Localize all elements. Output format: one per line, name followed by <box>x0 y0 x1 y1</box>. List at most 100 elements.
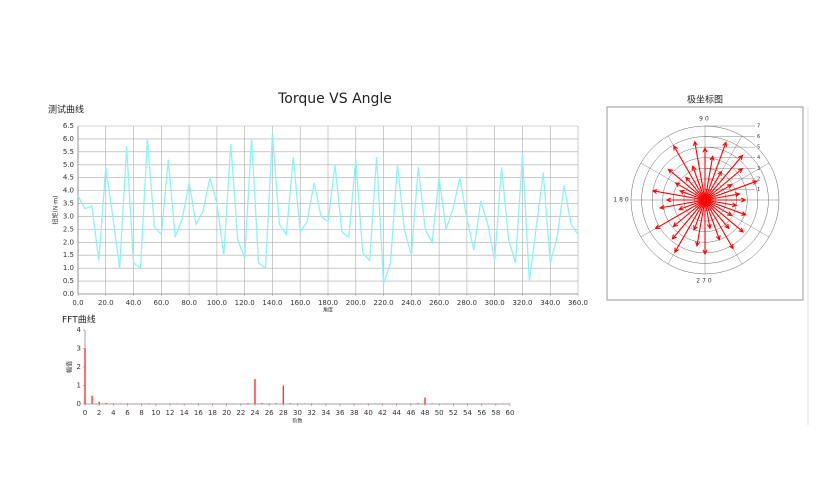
x-tick-label: 4 <box>111 409 116 417</box>
r-tick-label: 4 <box>757 155 760 161</box>
x-tick-label: 240.0 <box>401 299 421 307</box>
x-tick-label: 260.0 <box>429 299 449 307</box>
y-axis-label: 幅值 <box>66 361 74 373</box>
x-tick-label: 0 <box>83 409 87 417</box>
chart-title: 极坐标图 <box>687 94 723 106</box>
x-tick-label: 200.0 <box>346 299 366 307</box>
x-tick-label: 36 <box>336 409 345 417</box>
page-title: Torque VS Angle <box>277 91 392 107</box>
x-tick-label: 52 <box>449 409 458 417</box>
x-tick-label: 360.0 <box>568 299 588 307</box>
y-tick-label: 2 <box>77 363 81 371</box>
bar <box>254 379 255 404</box>
x-axis-label: 阶数 <box>292 418 302 425</box>
y-tick-label: 5.5 <box>63 148 74 156</box>
bar <box>283 386 284 405</box>
x-tick-label: 54 <box>463 409 472 417</box>
x-tick-label: 60 <box>506 409 515 417</box>
x-tick-label: 24 <box>251 409 260 417</box>
r-tick-label: 2 <box>757 176 760 182</box>
y-tick-label: 6.5 <box>63 122 74 130</box>
y-tick-label: 6.0 <box>63 135 74 143</box>
y-tick-label: 0 <box>77 400 81 408</box>
y-tick-label: 1 <box>77 382 81 390</box>
x-tick-label: 300.0 <box>485 299 505 307</box>
x-tick-label: 44 <box>392 409 401 417</box>
x-tick-label: 48 <box>421 409 430 417</box>
x-tick-label: 120.0 <box>235 299 255 307</box>
bar <box>127 403 128 404</box>
r-tick-label: 3 <box>757 166 760 172</box>
bar <box>98 402 99 404</box>
x-tick-label: 46 <box>406 409 415 417</box>
bar <box>169 403 170 404</box>
x-tick-label: 16 <box>194 409 203 417</box>
angle-tick-label: 180 <box>613 197 630 204</box>
x-tick-label: 0.0 <box>72 299 83 307</box>
bar <box>113 403 114 404</box>
y-tick-label: 1.5 <box>63 251 74 259</box>
x-tick-label: 320.0 <box>512 299 532 307</box>
chart-title: 测试曲线 <box>48 104 84 116</box>
bar <box>311 403 312 404</box>
x-tick-label: 30 <box>293 409 302 417</box>
y-tick-label: 5.0 <box>63 161 74 169</box>
bar <box>276 403 277 404</box>
bar <box>431 403 432 404</box>
x-tick-label: 40.0 <box>126 299 142 307</box>
x-tick-label: 38 <box>350 409 359 417</box>
bar <box>247 403 248 404</box>
x-tick-label: 32 <box>307 409 316 417</box>
bar <box>261 403 262 404</box>
angle-tick-label: 270 <box>696 278 713 285</box>
x-tick-label: 58 <box>491 409 500 417</box>
x-tick-label: 34 <box>321 409 330 417</box>
x-tick-label: 22 <box>236 409 245 417</box>
x-tick-label: 42 <box>378 409 387 417</box>
bar <box>417 403 418 404</box>
bar <box>148 403 149 404</box>
bar <box>91 396 92 404</box>
x-tick-label: 100.0 <box>207 299 227 307</box>
y-tick-label: 4.5 <box>63 174 74 182</box>
y-tick-label: 4.0 <box>63 187 74 195</box>
bar <box>198 403 199 404</box>
x-tick-label: 8 <box>139 409 143 417</box>
x-tick-label: 180.0 <box>318 299 338 307</box>
x-tick-label: 14 <box>180 409 189 417</box>
y-tick-label: 4 <box>77 326 82 334</box>
y-tick-label: 2.0 <box>63 238 74 246</box>
x-tick-label: 280.0 <box>457 299 477 307</box>
x-tick-label: 20.0 <box>98 299 114 307</box>
x-tick-label: 340.0 <box>540 299 560 307</box>
bar <box>106 403 107 404</box>
r-tick-label: 7 <box>757 124 760 130</box>
y-axis-label: 扭矩(N·m) <box>52 196 60 225</box>
chart-title: FFT曲线 <box>62 314 96 326</box>
x-tick-label: 2 <box>97 409 101 417</box>
angle-tick-label: 90 <box>699 116 711 123</box>
x-tick-label: 60.0 <box>154 299 170 307</box>
x-tick-label: 140.0 <box>262 299 282 307</box>
x-tick-label: 40 <box>364 409 373 417</box>
x-tick-label: 18 <box>208 409 217 417</box>
x-tick-label: 56 <box>477 409 486 417</box>
x-tick-label: 10 <box>151 409 160 417</box>
y-tick-label: 1.0 <box>63 264 74 272</box>
y-tick-label: 3.0 <box>63 212 74 220</box>
x-tick-label: 80.0 <box>181 299 197 307</box>
y-tick-label: 0.0 <box>63 290 74 298</box>
x-tick-label: 26 <box>265 409 274 417</box>
y-tick-label: 2.5 <box>63 225 74 233</box>
bar <box>84 349 85 405</box>
x-tick-label: 160.0 <box>290 299 310 307</box>
y-tick-label: 3 <box>77 345 81 353</box>
x-tick-label: 12 <box>166 409 175 417</box>
bar <box>424 398 425 404</box>
y-tick-label: 3.5 <box>63 200 74 208</box>
x-tick-label: 20 <box>222 409 231 417</box>
bar <box>268 403 269 404</box>
r-tick-label: 6 <box>757 134 760 140</box>
x-axis-label: 角度 <box>323 307 333 314</box>
